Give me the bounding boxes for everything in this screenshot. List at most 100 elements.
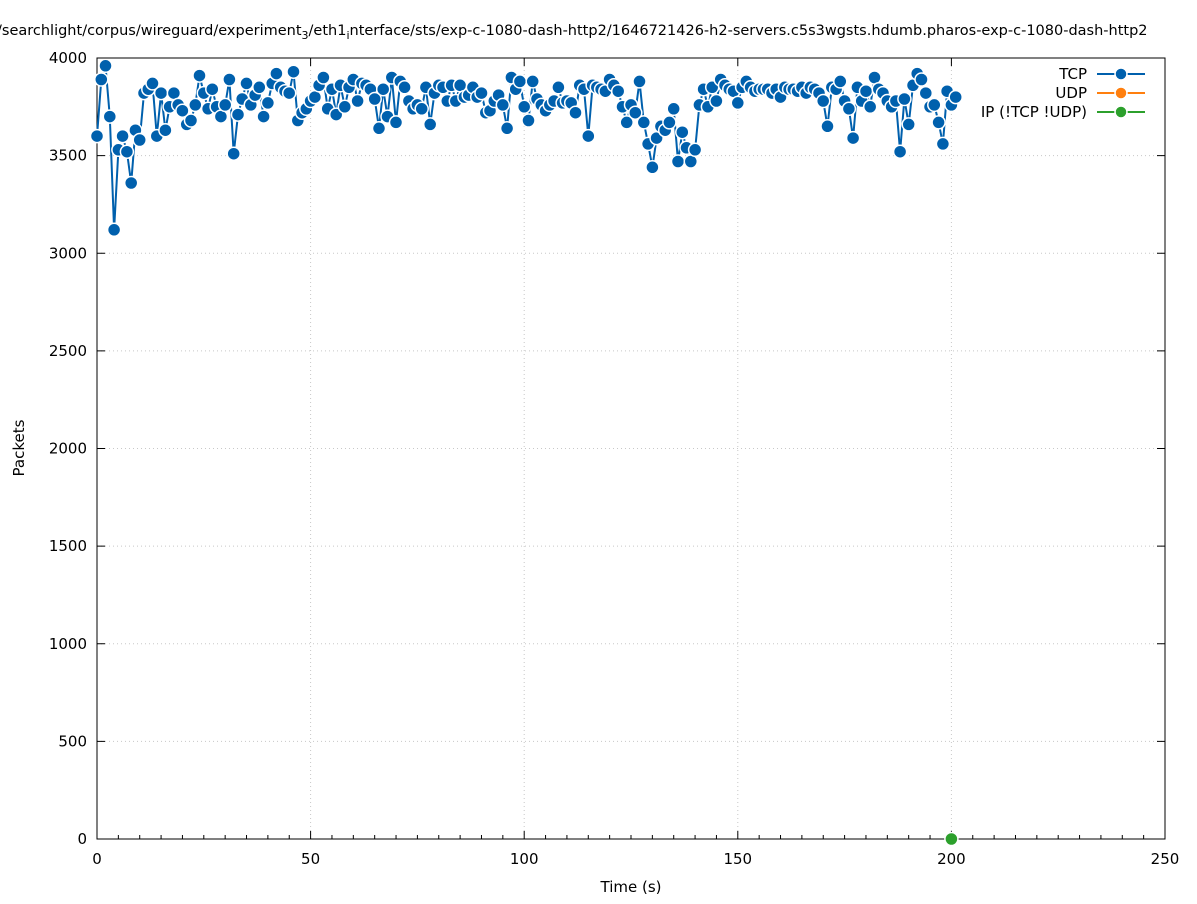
data-point <box>901 117 916 132</box>
data-point <box>230 107 246 122</box>
data-point <box>862 99 878 115</box>
x-tick-label: 0 <box>92 850 102 868</box>
data-point <box>256 109 271 124</box>
y-tick-label: 3500 <box>49 147 87 165</box>
data-point <box>512 74 528 89</box>
legend-swatch-marker <box>1114 86 1128 100</box>
data-point <box>499 121 515 136</box>
data-point <box>226 146 241 161</box>
data-point <box>281 85 297 101</box>
y-tick-label: 4000 <box>49 49 87 67</box>
data-point <box>670 154 686 169</box>
data-point <box>397 80 412 95</box>
data-point <box>521 113 536 128</box>
data-point <box>350 93 365 109</box>
y-tick-label: 1500 <box>49 537 87 555</box>
data-point <box>252 80 267 95</box>
data-point <box>918 85 934 101</box>
data-point <box>115 128 130 144</box>
y-tick-label: 2500 <box>49 342 87 360</box>
data-point <box>269 66 284 81</box>
data-point <box>551 80 566 95</box>
data-point <box>645 160 660 175</box>
data-point <box>820 119 835 134</box>
data-point <box>422 117 438 132</box>
data-point <box>619 115 634 130</box>
data-point <box>815 93 831 109</box>
y-tick-label: 0 <box>77 830 87 848</box>
data-point <box>730 95 746 111</box>
data-point <box>892 144 908 159</box>
data-point <box>581 128 596 144</box>
data-point <box>367 91 382 107</box>
data-point <box>102 109 118 124</box>
legend-swatch-marker <box>1114 67 1128 81</box>
data-point <box>636 115 652 130</box>
data-point <box>662 115 677 130</box>
data-point <box>123 175 139 191</box>
data-point <box>145 76 160 91</box>
y-tick-label: 2000 <box>49 440 87 458</box>
data-point <box>632 74 647 89</box>
data-point <box>516 99 532 115</box>
chart-title: /searchlight/corpus/wireguard/experiment… <box>0 23 1148 42</box>
data-point <box>217 97 233 113</box>
data-point <box>858 83 874 99</box>
data-point <box>158 122 173 138</box>
series-0 <box>89 58 963 238</box>
y-axis-title: Packets <box>10 419 28 476</box>
data-point <box>371 121 387 136</box>
data-point <box>675 124 690 140</box>
data-point <box>192 68 207 83</box>
data-point <box>188 97 203 113</box>
x-tick-label: 100 <box>510 850 539 868</box>
data-point <box>414 101 429 117</box>
legend-label: UDP <box>1055 84 1087 102</box>
data-point <box>286 64 301 79</box>
series-layer <box>89 58 963 847</box>
data-point <box>222 72 237 87</box>
data-point <box>525 74 540 89</box>
data-point <box>375 81 391 97</box>
grid <box>97 58 1165 839</box>
data-point <box>98 58 113 74</box>
data-point <box>568 105 583 120</box>
data-point <box>628 105 643 120</box>
data-point <box>841 101 857 117</box>
data-point <box>833 74 848 89</box>
data-point <box>931 115 946 130</box>
data-point <box>666 101 681 117</box>
data-point <box>687 142 703 158</box>
data-point <box>106 222 122 238</box>
axes <box>96 57 1166 840</box>
data-point <box>119 144 135 159</box>
data-point <box>388 115 404 130</box>
data-point <box>205 81 220 97</box>
tick-labels: 0 50 100 150 200 2500500100015002000250030003… <box>49 49 1180 868</box>
data-point <box>935 136 951 152</box>
x-tick-label: 150 <box>723 850 752 868</box>
data-point <box>89 128 105 144</box>
data-point <box>337 99 353 115</box>
data-point <box>610 83 626 99</box>
data-point <box>260 95 276 111</box>
data-point <box>845 130 861 146</box>
data-point <box>183 113 199 128</box>
y-tick-label: 1000 <box>49 635 87 653</box>
y-tick-label: 500 <box>58 732 87 750</box>
legend-label: TCP <box>1058 65 1087 83</box>
x-axis-title: Time (s) <box>600 878 662 896</box>
data-point <box>495 97 511 113</box>
data-point <box>239 76 254 91</box>
x-tick-label: 250 <box>1151 850 1180 868</box>
x-tick-label: 50 <box>301 850 320 868</box>
data-point <box>153 85 169 101</box>
data-point <box>944 831 959 847</box>
data-point <box>166 85 182 101</box>
data-point <box>914 72 929 87</box>
data-point <box>94 72 109 87</box>
data-point <box>175 103 190 118</box>
x-tick-label: 200 <box>937 850 966 868</box>
